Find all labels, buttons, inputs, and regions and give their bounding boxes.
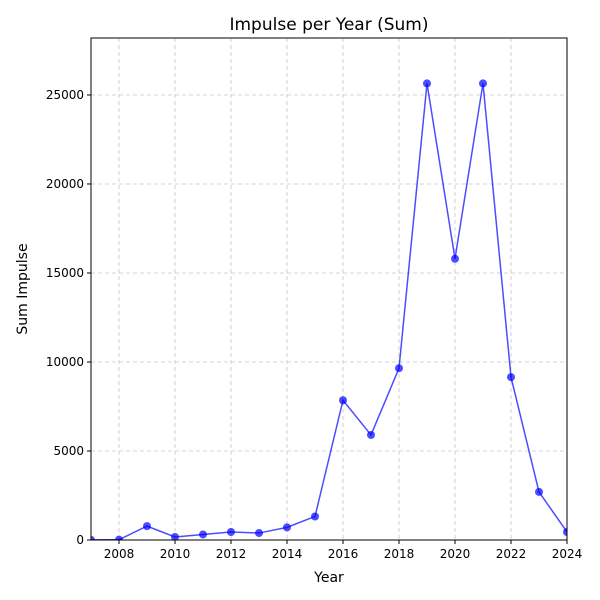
axis-ticks: 2008 2010 2012 2014 2016 2018 2020 2022 2024 0 500… <box>46 88 582 561</box>
data-point <box>115 535 123 540</box>
x-tick-label: 2018 <box>384 547 415 561</box>
data-point <box>451 254 459 263</box>
y-axis-label: Sum Impulse <box>15 243 31 334</box>
x-tick-label: 2022 <box>496 547 527 561</box>
y-tick-label: 20000 <box>46 177 84 191</box>
data-point <box>563 527 567 536</box>
data-point <box>227 527 235 536</box>
x-tick-label: 2016 <box>328 547 359 561</box>
plot-frame <box>90 37 568 541</box>
x-tick-label: 2010 <box>160 547 191 561</box>
data-point <box>367 430 375 439</box>
data-point <box>339 396 347 405</box>
series-layer <box>91 79 567 540</box>
y-tick-label: 15000 <box>46 266 84 280</box>
x-tick-label: 2012 <box>216 547 247 561</box>
data-point <box>199 530 207 539</box>
data-point <box>255 529 263 538</box>
data-point <box>395 364 403 373</box>
grid <box>91 38 568 540</box>
x-axis-label: Year <box>313 570 344 586</box>
data-point <box>423 79 431 88</box>
data-point <box>507 373 515 382</box>
x-tick-label: 2024 <box>552 547 583 561</box>
x-tick-label: 2020 <box>440 547 471 561</box>
x-tick-label: 2014 <box>272 547 303 561</box>
series-line <box>91 83 567 540</box>
data-point <box>479 79 487 88</box>
y-tick-label: 10000 <box>46 355 84 369</box>
chart-title: Impulse per Year (Sum) <box>229 15 428 35</box>
y-tick-label: 25000 <box>46 88 84 102</box>
data-point <box>535 487 543 496</box>
y-tick-label: 5000 <box>53 444 84 458</box>
data-point <box>91 535 95 540</box>
data-point <box>143 522 151 531</box>
data-point <box>171 532 179 540</box>
y-tick-label: 0 <box>76 533 84 547</box>
data-point <box>283 523 291 532</box>
data-point <box>311 512 319 521</box>
x-tick-label: 2008 <box>104 547 135 561</box>
